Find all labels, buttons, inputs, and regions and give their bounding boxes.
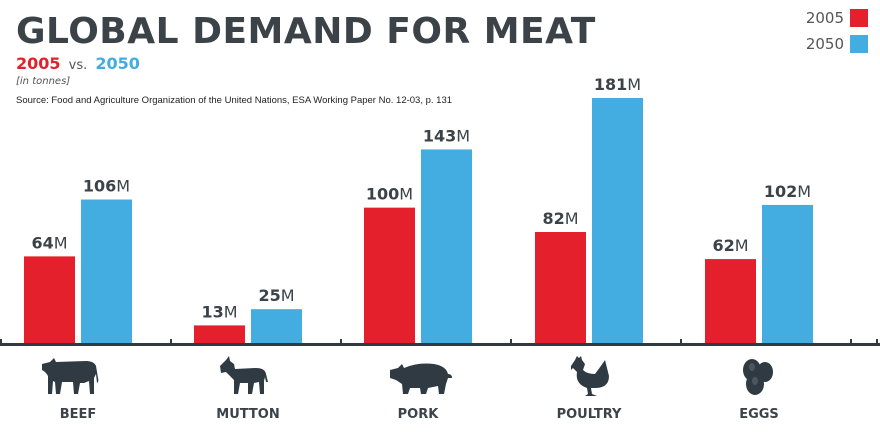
legend-label: 2050 — [805, 35, 844, 53]
subtitle-vs: vs. — [68, 58, 88, 73]
category-label-beef: BEEF — [60, 407, 97, 422]
eggs-icon — [743, 359, 773, 395]
chart-legend: 2005 2050 — [806, 8, 868, 60]
category-label-mutton: MUTTON — [216, 407, 279, 422]
x-axis-tick — [0, 339, 2, 344]
bar-beef-2005 — [24, 256, 75, 343]
bar-eggs-2050 — [762, 204, 813, 343]
data-label-pork-2050: 143M — [423, 126, 470, 145]
data-label-poultry-2050: 181M — [594, 75, 641, 94]
bar-pork-2005 — [364, 207, 415, 343]
goat-icon — [220, 356, 268, 394]
data-label-mutton-2005: 13M — [201, 302, 237, 321]
bar-beef-2050 — [81, 199, 132, 343]
category-label-pork: PORK — [398, 407, 440, 422]
chart-subtitle: 2005 vs. 2050 — [16, 54, 140, 76]
x-axis-tick — [170, 339, 172, 344]
x-axis-tick — [340, 339, 342, 344]
bar-eggs-2005 — [705, 259, 756, 343]
x-axis-tick — [876, 339, 878, 344]
chicken-icon — [571, 356, 609, 396]
data-label-pork-2005: 100M — [366, 185, 413, 204]
x-axis-line — [0, 343, 880, 346]
data-label-beef-2005: 64M — [31, 233, 67, 252]
data-label-eggs-2050: 102M — [764, 182, 811, 201]
subtitle-year-2050: 2050 — [95, 54, 140, 73]
x-axis-tick — [510, 339, 512, 344]
cow-icon — [42, 358, 99, 394]
chart-title: GLOBAL DEMAND FOR MEAT — [16, 11, 596, 52]
bar-mutton-2005 — [194, 325, 245, 343]
bar-pork-2050 — [421, 149, 472, 343]
legend-item-2050: 2050 — [806, 34, 868, 54]
legend-swatch-2050 — [850, 35, 868, 53]
x-axis-tick — [680, 339, 682, 344]
data-label-mutton-2050: 25M — [258, 286, 294, 305]
subtitle-year-2005: 2005 — [16, 54, 61, 73]
category-label-eggs: EGGS — [739, 407, 779, 422]
legend-item-2005: 2005 — [806, 8, 868, 28]
legend-label: 2005 — [805, 9, 844, 27]
legend-swatch-2005 — [850, 9, 868, 27]
bar-mutton-2050 — [251, 309, 302, 343]
category-label-poultry: POULTRY — [557, 407, 622, 422]
source-note: Source: Food and Agriculture Organizatio… — [16, 95, 453, 106]
pig-icon — [390, 363, 452, 394]
data-label-beef-2050: 106M — [83, 177, 130, 196]
units-note: [in tonnes] — [16, 76, 71, 87]
bar-poultry-2005 — [535, 232, 586, 343]
x-axis-tick — [850, 339, 852, 344]
data-label-eggs-2005: 62M — [712, 236, 748, 255]
data-label-poultry-2005: 82M — [542, 209, 578, 228]
bar-poultry-2050 — [592, 98, 643, 343]
